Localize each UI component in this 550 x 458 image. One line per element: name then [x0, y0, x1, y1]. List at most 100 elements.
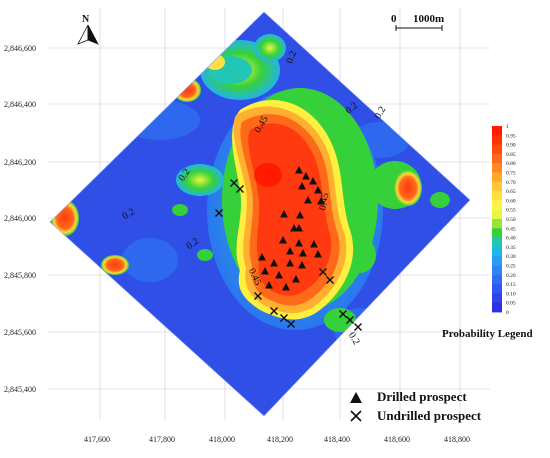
north-label: N	[82, 14, 90, 25]
undrilled-prospect-marker	[326, 276, 334, 284]
drilled-prospect-marker	[286, 247, 294, 255]
legend-swatch	[492, 135, 502, 145]
drilled-prospect-marker	[270, 259, 278, 267]
x-tick-label: 418,400	[324, 435, 350, 444]
legend-swatch	[492, 200, 502, 211]
legend-tick-label: 0.15	[506, 282, 516, 288]
legend-tick-label: 0.60	[506, 198, 516, 204]
legend-tick-label: 0.80	[506, 161, 516, 167]
scale-end: 1000m	[413, 13, 444, 25]
legend-swatch	[492, 302, 502, 313]
legend-tick-label: 0.30	[506, 254, 516, 260]
drilled-prospect-marker	[295, 239, 303, 247]
undrilled-prospect-marker	[354, 323, 362, 331]
contour-label: 0.45	[317, 192, 331, 211]
x-tick-label: 418,600	[384, 435, 410, 444]
undrilled-prospect-marker	[346, 316, 354, 324]
legend-swatch	[492, 163, 502, 173]
legend-swatch	[492, 284, 502, 294]
x-tick-label: 418,000	[209, 435, 235, 444]
legend-swatch	[492, 181, 502, 192]
legend-tick-label: 0.85	[506, 152, 516, 158]
y-tick-label: 2,846,000	[4, 214, 36, 223]
x-tick-label: 418,200	[267, 435, 293, 444]
north-arrow: N	[77, 14, 99, 45]
undrilled-prospect-marker	[319, 268, 327, 276]
drilled-prospect-marker	[317, 197, 325, 205]
legend-tick-label: 0	[506, 310, 509, 316]
legend-swatch	[492, 274, 502, 285]
y-axis-ticks: 2,846,600 2,846,400 2,846,200 2,846,000 …	[4, 44, 36, 394]
legend-tick-label: 0.90	[506, 143, 516, 149]
legend-swatch	[492, 126, 502, 136]
legend-tick-label: 0.35	[506, 245, 516, 251]
drilled-prospect-marker	[279, 236, 287, 244]
drilled-prospect-marker	[282, 283, 290, 291]
legend-title: Probability Legend	[442, 328, 533, 340]
x-tick-label: 418,800	[444, 435, 470, 444]
drilled-key-icon	[350, 392, 362, 403]
legend-swatch	[492, 219, 502, 229]
drilled-key-label: Drilled prospect	[377, 389, 467, 404]
scale-start: 0	[391, 13, 397, 25]
map-boundary	[49, 11, 471, 417]
undrilled-prospect-marker	[287, 320, 295, 328]
contour-label: 0.2	[373, 105, 389, 121]
drilled-prospect-marker	[302, 172, 310, 180]
undrilled-prospect-marker	[236, 185, 244, 193]
legend-tick-label: 0.40	[506, 236, 516, 242]
undrilled-key-icon	[350, 410, 362, 422]
drilled-prospect-marker	[314, 186, 322, 194]
legend-swatch	[492, 172, 502, 183]
undrilled-prospect-marker	[254, 292, 262, 300]
drilled-prospect-marker	[309, 177, 317, 185]
drilled-prospect-marker	[258, 253, 266, 261]
legend-swatch	[492, 228, 502, 238]
undrilled-prospect-marker	[280, 314, 288, 322]
undrilled-prospect-marker	[270, 307, 278, 315]
legend-swatch	[492, 246, 502, 257]
legend-tick-label: 0.45	[506, 226, 516, 232]
drilled-prospects	[258, 166, 325, 291]
probability-surface	[50, 12, 470, 416]
legend-tick-label: 0.05	[506, 301, 516, 307]
legend-tick-label: 0.55	[506, 208, 516, 214]
legend-tick-label: 0.70	[506, 180, 516, 186]
legend-tick-label: 0.20	[506, 273, 516, 279]
drilled-prospect-marker	[261, 267, 269, 275]
x-tick-label: 417,600	[84, 435, 110, 444]
y-tick-label: 2,846,400	[4, 100, 36, 109]
legend-swatch	[492, 293, 502, 304]
legend-tick-label: 0.10	[506, 291, 516, 297]
drilled-prospect-marker	[304, 196, 312, 204]
contour-label: 0.2	[285, 50, 300, 66]
drilled-prospect-marker	[286, 259, 294, 267]
north-arrow-left-icon	[77, 24, 89, 45]
drilled-prospect-marker	[296, 211, 304, 219]
drilled-prospect-marker	[265, 281, 273, 289]
drilled-prospect-marker	[310, 240, 318, 248]
legend-swatch	[492, 265, 502, 276]
y-tick-label: 2,845,600	[4, 328, 36, 337]
legend-swatch	[492, 256, 502, 266]
drilled-prospect-marker	[299, 249, 307, 257]
y-tick-label: 2,845,800	[4, 271, 36, 280]
drilled-prospect-marker	[295, 166, 303, 174]
legend-swatch	[492, 153, 502, 164]
legend-swatch	[492, 209, 502, 220]
y-tick-label: 2,846,600	[4, 44, 36, 53]
drilled-prospect-marker	[292, 275, 300, 283]
contour-label: 0.2	[121, 206, 137, 222]
undrilled-prospect-marker	[339, 310, 347, 318]
undrilled-prospect-marker	[215, 209, 223, 217]
drilled-prospect-marker	[280, 210, 288, 218]
y-tick-label: 2,845,400	[4, 385, 36, 394]
legend-tick-label: 0.75	[506, 171, 516, 177]
legend-tick-label: 0.95	[506, 133, 516, 139]
drilled-prospect-marker	[298, 182, 306, 190]
x-tick-label: 417,800	[149, 435, 175, 444]
undrilled-prospect-marker	[230, 179, 238, 187]
north-arrow-right-icon	[87, 24, 99, 45]
contour-labels: 0.2 0.2 0.2 0.2 0.45 0.45 0.45 0.2 0.2 0…	[121, 50, 389, 347]
